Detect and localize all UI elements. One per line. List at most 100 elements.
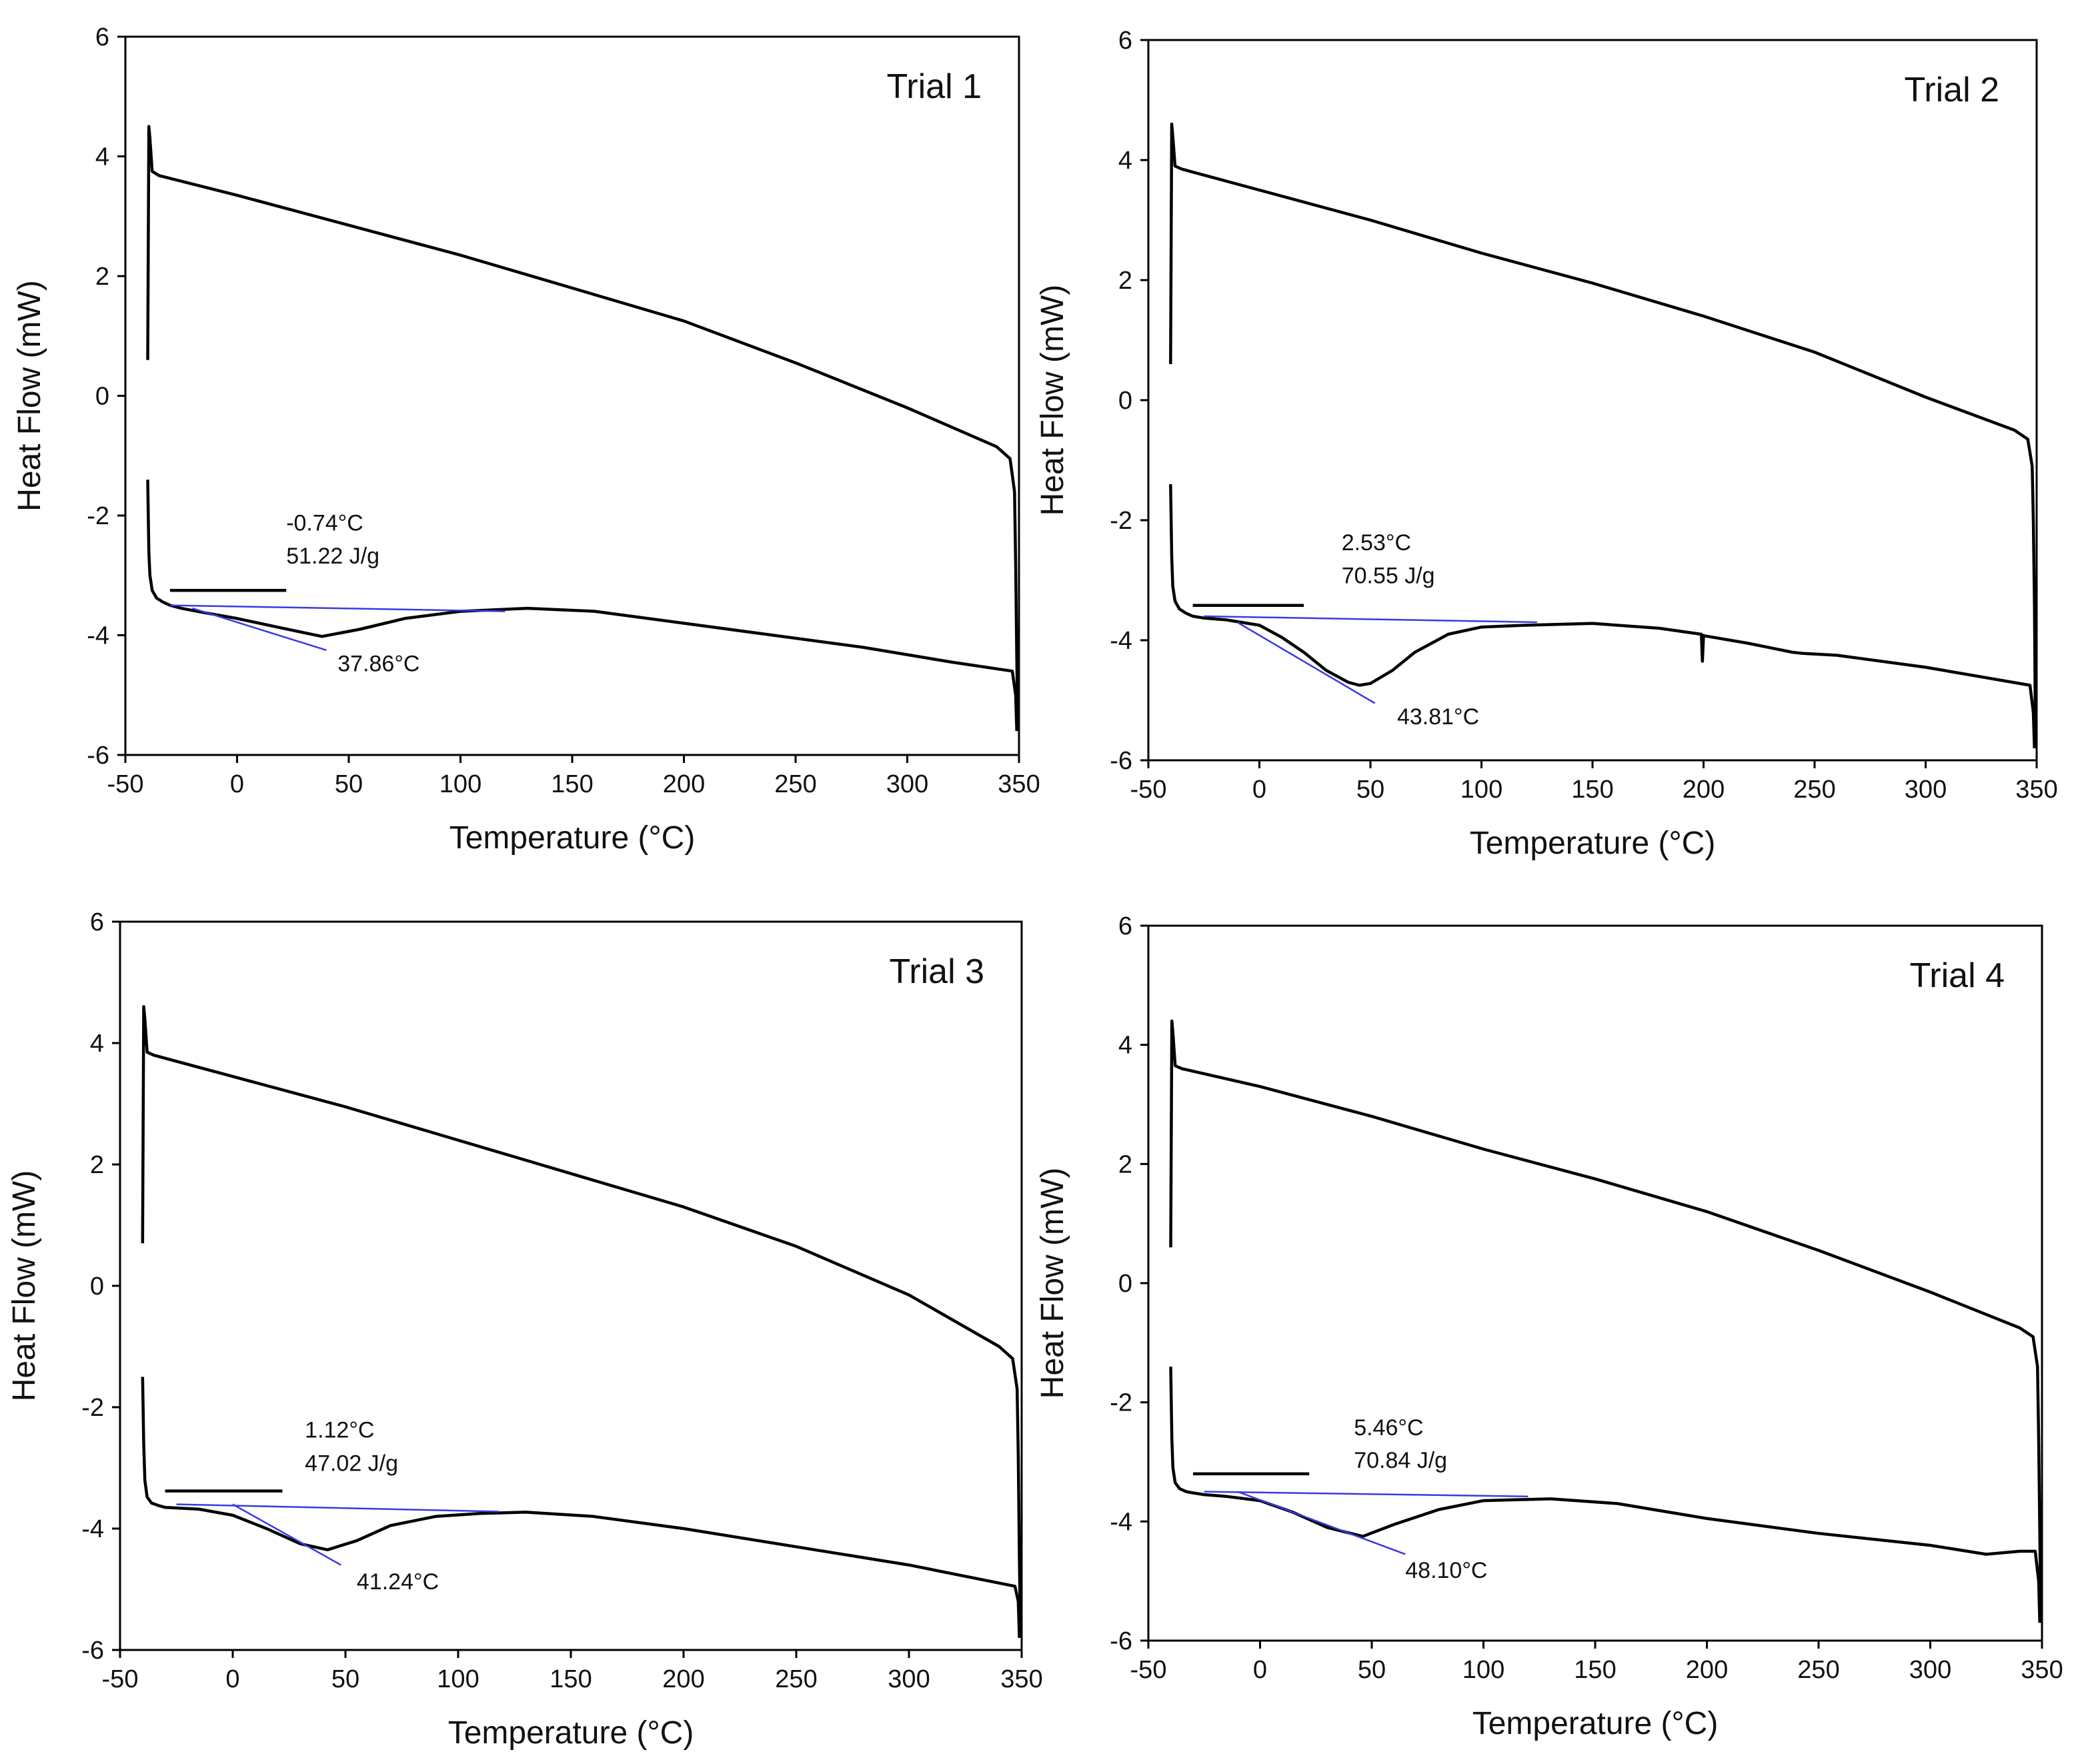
y-tick-label: 6 bbox=[1118, 912, 1132, 940]
x-tick-label: -50 bbox=[102, 1665, 139, 1693]
onset-tangent bbox=[232, 1503, 341, 1566]
chart-panel-2: -50 0 50 100 150 200 250 300 350 -6 -4 -2 0 2 4 6 Temper… bbox=[1035, 27, 2058, 861]
onset-tangent bbox=[1236, 621, 1376, 704]
annotation-label: 41.24°C bbox=[357, 1569, 439, 1595]
x-tick-label: 150 bbox=[551, 770, 593, 798]
x-tick-label: 100 bbox=[1462, 1656, 1504, 1684]
x-tick-label: 150 bbox=[550, 1665, 592, 1693]
y-tick-label: 2 bbox=[1118, 1150, 1132, 1178]
x-tick-label: 0 bbox=[230, 770, 244, 798]
x-tick-label: 300 bbox=[1909, 1656, 1951, 1684]
x-tick-label: 200 bbox=[1686, 1656, 1728, 1684]
y-tick-label: -2 bbox=[87, 502, 109, 530]
x-tick-label: 50 bbox=[335, 770, 363, 798]
annotation-label: 70.84 J/g bbox=[1354, 1448, 1447, 1473]
x-tick-label: -50 bbox=[1130, 1656, 1167, 1684]
y-tick-label: 6 bbox=[90, 908, 104, 936]
series-heating bbox=[141, 1005, 1022, 1638]
integration-baseline bbox=[176, 1503, 499, 1513]
x-tick-label: 200 bbox=[663, 770, 705, 798]
annotation-label: 5.46°C bbox=[1354, 1415, 1423, 1441]
annotation-label: 47.02 J/g bbox=[305, 1451, 398, 1477]
y-tick-label: 0 bbox=[90, 1272, 104, 1300]
x-tick-label: -50 bbox=[107, 770, 144, 798]
trial-label: Trial 1 bbox=[886, 67, 982, 106]
x-tick-label: 100 bbox=[439, 770, 481, 798]
y-tick-label: 2 bbox=[95, 263, 109, 291]
y-tick-label: -4 bbox=[1110, 627, 1132, 655]
integration-baseline bbox=[1204, 1491, 1528, 1498]
x-tick-label: 50 bbox=[331, 1665, 359, 1693]
annotation-label: 43.81°C bbox=[1397, 704, 1479, 730]
y-tick-label: 4 bbox=[1118, 1032, 1132, 1060]
x-tick-label: -50 bbox=[1130, 776, 1167, 804]
annotation-label: 70.55 J/g bbox=[1342, 564, 1435, 589]
onset-tangent bbox=[192, 607, 327, 652]
y-tick-label: -6 bbox=[1110, 747, 1132, 775]
x-tick-label: 0 bbox=[1253, 1656, 1267, 1684]
y-tick-label: 4 bbox=[1118, 147, 1132, 175]
series-heating bbox=[1169, 122, 2037, 749]
annotation-label: -0.74°C bbox=[286, 510, 363, 536]
x-tick-label: 250 bbox=[1797, 1656, 1839, 1684]
y-tick-label: -2 bbox=[81, 1394, 104, 1422]
x-tick-label: 50 bbox=[1358, 1656, 1386, 1684]
trial-label: Trial 3 bbox=[889, 952, 984, 991]
x-tick-label: 50 bbox=[1356, 776, 1384, 804]
annotation-label: 1.12°C bbox=[305, 1418, 374, 1443]
y-tick-label: -6 bbox=[87, 742, 109, 770]
y-tick-label: -6 bbox=[81, 1637, 104, 1665]
x-axis-title: Temperature (°C) bbox=[449, 820, 696, 856]
y-tick-label: -2 bbox=[1110, 507, 1132, 535]
trial-label: Trial 4 bbox=[1909, 956, 2005, 995]
annotation-label: 51.22 J/g bbox=[286, 544, 379, 569]
y-axis-title: Heat Flow (mW) bbox=[7, 1170, 42, 1402]
y-tick-label: 2 bbox=[1118, 267, 1132, 295]
x-tick-label: 0 bbox=[225, 1665, 239, 1693]
x-tick-label: 250 bbox=[775, 1665, 817, 1693]
x-tick-label: 100 bbox=[1460, 776, 1502, 804]
series-heating bbox=[146, 125, 1020, 732]
x-axis-title: Temperature (°C) bbox=[1470, 826, 1716, 861]
y-axis-title: Heat Flow (mW) bbox=[12, 280, 47, 512]
y-tick-label: 0 bbox=[1118, 1270, 1132, 1298]
y-tick-label: -4 bbox=[87, 622, 109, 650]
y-axis-title: Heat Flow (mW) bbox=[1035, 1168, 1070, 1399]
chart-panel-1: -50 0 50 100 150 200 250 300 350 -6 -4 -2 0 2 4 6 Temper… bbox=[12, 23, 1040, 856]
y-tick-label: 4 bbox=[95, 143, 109, 171]
y-tick-label: 2 bbox=[90, 1151, 104, 1179]
x-tick-label: 350 bbox=[2015, 776, 2057, 804]
chart-panel-3: -50 0 50 100 150 200 250 300 350 -6 -4 -2 0 2 4 6 Temper… bbox=[7, 908, 1043, 1751]
x-tick-label: 350 bbox=[2021, 1656, 2063, 1684]
annotation-label: 48.10°C bbox=[1405, 1558, 1487, 1583]
trial-label: Trial 2 bbox=[1904, 71, 1999, 109]
series-cooling bbox=[1169, 484, 2036, 749]
onset-tangent bbox=[1237, 1491, 1406, 1555]
annotation-label: 37.86°C bbox=[337, 651, 419, 676]
x-tick-label: 350 bbox=[998, 770, 1040, 798]
x-tick-label: 350 bbox=[1000, 1665, 1042, 1693]
y-tick-label: 4 bbox=[90, 1030, 104, 1058]
x-tick-label: 200 bbox=[1683, 776, 1725, 804]
integration-baseline bbox=[1204, 615, 1537, 624]
x-tick-label: 300 bbox=[888, 1665, 930, 1693]
annotation-label: 2.53°C bbox=[1342, 530, 1411, 556]
y-tick-label: -2 bbox=[1110, 1389, 1132, 1417]
series-cooling bbox=[1169, 1367, 2041, 1623]
series-cooling bbox=[141, 1377, 1021, 1638]
plot-frame bbox=[1147, 39, 2038, 762]
x-tick-label: 300 bbox=[1905, 776, 1947, 804]
series-cooling bbox=[146, 480, 1018, 732]
integration-baseline bbox=[169, 604, 505, 612]
plot-frame bbox=[124, 35, 1020, 756]
x-tick-label: 150 bbox=[1571, 776, 1613, 804]
x-tick-label: 250 bbox=[1793, 776, 1835, 804]
y-tick-label: -4 bbox=[1110, 1508, 1132, 1536]
y-tick-label: 6 bbox=[1118, 27, 1132, 55]
y-tick-label: 6 bbox=[95, 23, 109, 51]
y-axis-title: Heat Flow (mW) bbox=[1035, 285, 1070, 516]
y-tick-label: -4 bbox=[81, 1515, 104, 1543]
y-tick-label: 0 bbox=[1118, 387, 1132, 415]
chart-panel-4: -50 0 50 100 150 200 250 300 350 -6 -4 -2 0 2 4 6 Temper… bbox=[1035, 912, 2063, 1741]
